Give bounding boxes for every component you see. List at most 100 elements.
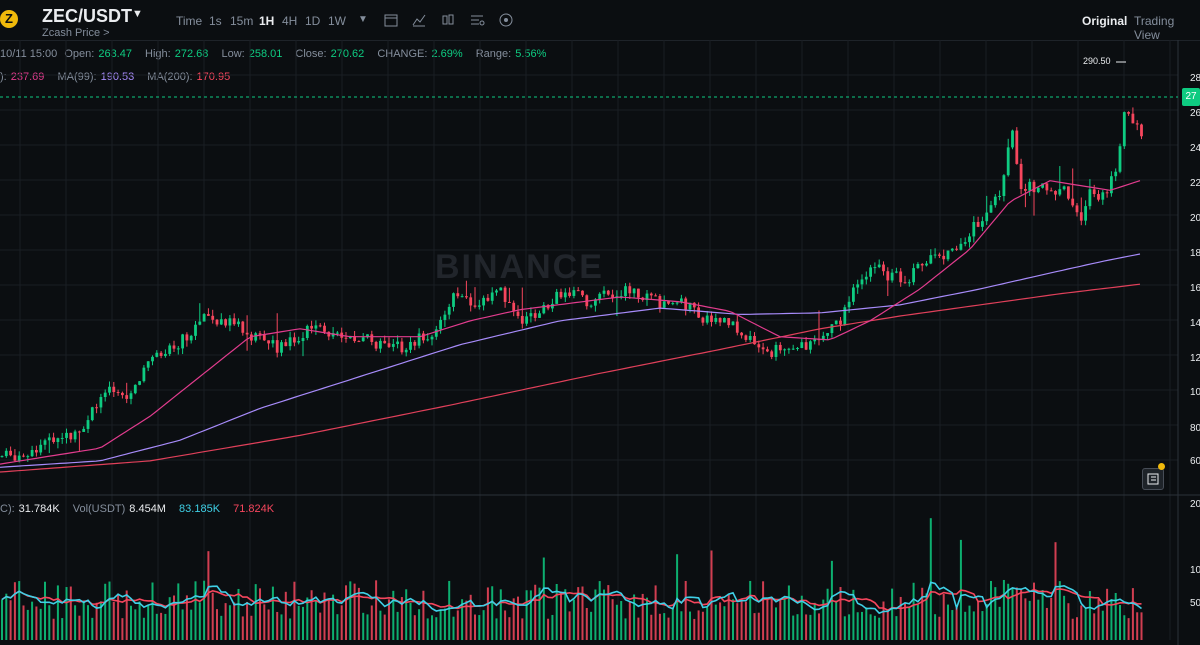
volume-bar [284,591,287,640]
volume-bar [564,589,567,640]
candle-body [701,317,705,323]
tf-1d[interactable]: 1D [305,14,321,28]
candle-body [770,351,774,357]
tf-1h[interactable]: 1H [259,14,275,28]
volume-bar [237,588,240,640]
candle-body [1092,189,1096,195]
candle-body [30,450,34,457]
volume-bar [220,615,223,640]
volume-bar [1110,599,1113,640]
volume-bar [899,596,902,640]
pair-dropdown-icon[interactable]: ▼ [132,8,143,20]
indicator-icon[interactable] [411,12,427,28]
tf-time[interactable]: Time [176,14,203,28]
volume-bar [590,611,593,640]
volume-bar [701,611,704,640]
candle-body [516,311,520,316]
candle-body [1054,190,1057,195]
pair-subtitle-link[interactable]: Zcash Price > [42,27,110,39]
candle-body [602,290,606,294]
volume-bar [779,598,782,640]
candle-body [869,267,872,277]
candle-body [1011,130,1014,148]
volume-bar [82,601,85,640]
volume-bar [190,609,193,640]
candle-body [391,344,395,347]
volume-bar [1076,617,1078,640]
volume-bar [207,551,210,640]
candle-body [232,318,236,325]
volume-bar [998,606,1001,640]
volume-bar [439,609,442,640]
candle-body [1062,186,1066,190]
candle-body [938,254,941,256]
tf-more-icon[interactable]: ▼ [358,14,368,25]
candle-body [852,287,855,302]
volume-bar [9,600,12,640]
volume-bar [345,585,347,640]
candle-body [576,290,580,292]
volume-bar [293,581,296,640]
volume-bar [297,605,300,640]
price-tick-label: 28 [1190,73,1200,84]
calendar-icon[interactable] [383,12,399,28]
candle-body [774,344,778,357]
candle-body [611,294,614,299]
candle-body [262,334,266,341]
volume-bar [250,615,253,640]
tf-4h[interactable]: 4H [282,14,298,28]
volume-bar [886,611,889,640]
ma-info-row: ): 237.69 MA(99): 190.53 MA(200): 170.95 [0,71,240,83]
settings-list-icon[interactable] [469,12,485,28]
tf-15m[interactable]: 15m [230,14,254,28]
volume-bar [332,594,335,640]
tf-1w[interactable]: 1W [328,14,346,28]
ma99-label: MA(99): [57,71,97,83]
volume-bar [977,600,980,640]
volume-bar [276,611,279,640]
volume-bar [861,611,863,640]
volume-bar [289,618,292,640]
candle-body [800,342,804,348]
volume-bar [198,602,201,640]
candle-body [946,250,950,260]
notes-button[interactable] [1142,468,1164,490]
ohlc-info-row: 10/11 15:00 Open: 263.47 High: 272.68 Low:… [0,48,556,60]
volume-bar [1015,587,1018,640]
candle-body [250,334,253,341]
candle-body [890,272,894,281]
pair-title[interactable]: ZEC/USDT [42,6,132,26]
candle-body [82,428,86,432]
candle-body [533,313,537,318]
candle-body [787,348,791,350]
target-icon[interactable] [498,12,514,28]
candle-body [903,282,907,284]
candle-type-icon[interactable] [440,12,456,28]
range-value: 5.56% [515,48,547,60]
view-trading-view[interactable]: Trading View [1134,14,1175,42]
volume-bar [598,581,601,640]
tf-1s[interactable]: 1s [209,14,222,28]
volume-bar [805,614,808,640]
candle-body [1118,146,1122,172]
volume-bar [495,618,498,640]
price-tick-label: 14 [1190,318,1200,329]
volume-bar [891,588,894,640]
candle-body [606,290,610,295]
candle-body [637,288,640,298]
volume-bar [581,586,584,640]
vol-prefix: C): [0,503,15,515]
volume-bar [848,614,851,640]
volume-bar [379,610,382,640]
view-original[interactable]: Original [1082,14,1128,28]
candle-body [589,305,593,307]
candle-body [387,343,391,347]
volume-bar [615,604,618,640]
volume-bar [908,607,911,640]
candle-body [512,302,516,312]
volume-bar [469,594,472,640]
volume-bar [267,609,270,640]
candle-body [331,333,335,337]
candle-body [654,295,657,297]
price-chart[interactable] [0,40,1200,645]
